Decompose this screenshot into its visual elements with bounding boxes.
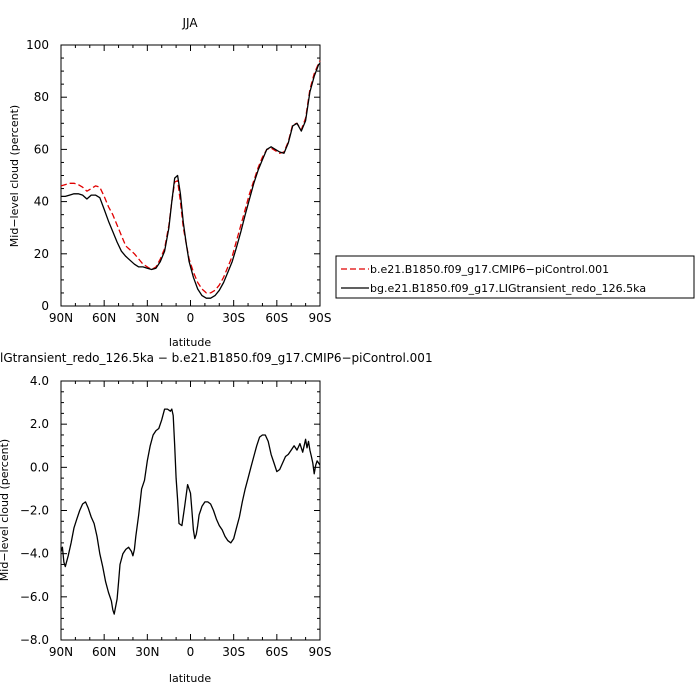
bottom-x-axis-label: latitude <box>169 672 211 685</box>
top-x-tick-label: 90N <box>49 311 73 325</box>
bottom-series-line-0 <box>60 408 321 615</box>
bottom-x-tick-label: 90S <box>309 645 332 659</box>
bottom-y-tick-label: −8.0 <box>20 633 49 647</box>
bottom-chart-title: lGtransient_redo_126.5ka − b.e21.B1850.f… <box>0 351 433 365</box>
bottom-y-tick-label: 4.0 <box>30 374 49 388</box>
top-x-axis-label: latitude <box>169 336 211 349</box>
top-x-tick-label: 60S <box>265 311 288 325</box>
top-chart-title: JJA <box>181 16 198 30</box>
legend-entry-1: bg.e21.B1850.f09_g17.LIGtransient_redo_1… <box>370 282 646 295</box>
bottom-y-tick-label: 2.0 <box>30 417 49 431</box>
bottom-x-tick-label: 30N <box>135 645 159 659</box>
bottom-y-tick-label: 0.0 <box>30 460 49 474</box>
top-x-tick-label: 60N <box>92 311 116 325</box>
bottom-y-tick-label: −6.0 <box>20 590 49 604</box>
legend-box <box>335 255 695 299</box>
bottom-y-tick-label: −2.0 <box>20 504 49 518</box>
top-y-axis-label: Mid−level cloud (percent) <box>8 105 21 247</box>
top-x-tick-label: 90S <box>309 311 332 325</box>
top-y-tick-label: 80 <box>34 90 49 104</box>
bottom-panel: lGtransient_redo_126.5ka − b.e21.B1850.f… <box>0 351 433 685</box>
top-panel: JJA latitude Mid−level cloud (percent) 9… <box>8 16 331 349</box>
top-y-tick-label: 60 <box>34 142 49 156</box>
legend: b.e21.B1850.f09_g17.CMIP6−piControl.001b… <box>335 255 695 299</box>
top-x-tick-label: 30N <box>135 311 159 325</box>
top-y-tick-label: 40 <box>34 195 49 209</box>
top-series-line-1 <box>61 62 321 299</box>
top-y-tick-label: 100 <box>26 38 49 52</box>
legend-entry-0: b.e21.B1850.f09_g17.CMIP6−piControl.001 <box>370 263 609 276</box>
bottom-x-tick-label: 90N <box>49 645 73 659</box>
bottom-x-tick-label: 0 <box>187 645 195 659</box>
top-x-tick-label: 0 <box>187 311 195 325</box>
top-x-tick-label: 30S <box>222 311 245 325</box>
bottom-y-tick-label: −4.0 <box>20 547 49 561</box>
bottom-x-tick-label: 60S <box>265 645 288 659</box>
top-y-tick-label: 20 <box>34 247 49 261</box>
bottom-y-axis-label: Mid−level cloud (percent) <box>0 439 11 581</box>
bottom-x-tick-label: 30S <box>222 645 245 659</box>
bottom-x-tick-label: 60N <box>92 645 116 659</box>
top-series-line-0 <box>60 60 321 294</box>
bottom-plot-frame <box>60 380 321 641</box>
top-y-tick-label: 0 <box>41 299 49 313</box>
